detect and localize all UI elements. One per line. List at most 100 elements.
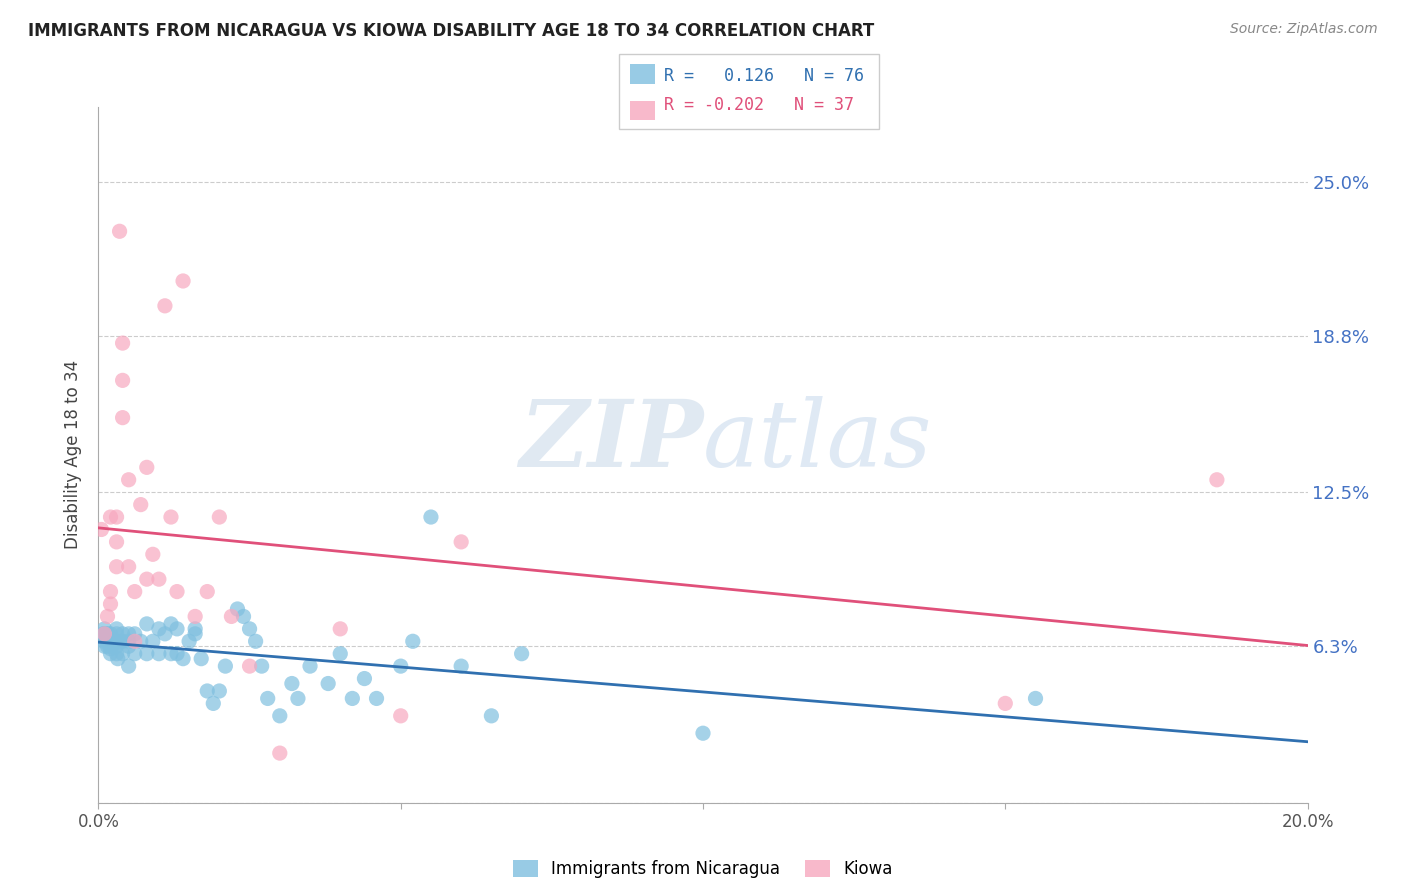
Point: [135, 647, 157, 661]
Point: [329, 622, 352, 636]
Text: atlas: atlas: [703, 396, 932, 486]
Point: [111, 647, 134, 661]
Point: [94, 627, 117, 641]
Point: [208, 684, 231, 698]
Point: [105, 627, 128, 641]
Point: [124, 627, 146, 641]
Point: [195, 684, 218, 698]
Point: [287, 691, 309, 706]
Point: [160, 647, 183, 661]
Point: [105, 634, 128, 648]
Point: [166, 622, 188, 636]
Point: [100, 632, 122, 646]
Point: [100, 637, 122, 651]
Point: [692, 726, 714, 740]
Text: IMMIGRANTS FROM NICARAGUA VS KIOWA DISABILITY AGE 18 TO 34 CORRELATION CHART: IMMIGRANTS FROM NICARAGUA VS KIOWA DISAB…: [28, 22, 875, 40]
Point: [342, 691, 364, 706]
Point: [994, 697, 1017, 711]
Point: [221, 609, 243, 624]
Text: ZIP: ZIP: [519, 396, 703, 486]
Point: [214, 659, 236, 673]
Point: [105, 622, 128, 636]
Text: R = -0.202   N = 37: R = -0.202 N = 37: [664, 96, 853, 114]
Point: [481, 708, 503, 723]
Point: [450, 659, 472, 673]
Point: [111, 336, 134, 351]
Point: [142, 547, 165, 561]
Point: [103, 634, 125, 648]
Point: [1024, 691, 1046, 706]
Point: [269, 708, 291, 723]
Y-axis label: Disability Age 18 to 34: Disability Age 18 to 34: [65, 360, 83, 549]
Point: [226, 602, 249, 616]
Point: [316, 676, 339, 690]
Point: [450, 535, 472, 549]
Point: [118, 639, 141, 653]
Point: [100, 584, 122, 599]
Point: [129, 498, 152, 512]
Point: [148, 622, 170, 636]
Point: [329, 647, 352, 661]
Point: [281, 676, 304, 690]
Point: [111, 634, 134, 648]
Point: [510, 647, 533, 661]
Point: [148, 572, 170, 586]
Point: [96, 609, 118, 624]
Point: [1206, 473, 1229, 487]
Point: [389, 659, 412, 673]
Point: [184, 622, 207, 636]
Point: [111, 410, 134, 425]
Point: [190, 651, 212, 665]
Point: [93, 627, 115, 641]
Point: [118, 659, 141, 673]
Point: [135, 572, 157, 586]
Legend: Immigrants from Nicaragua, Kiowa: Immigrants from Nicaragua, Kiowa: [506, 854, 900, 885]
Point: [269, 746, 291, 760]
Point: [118, 627, 141, 641]
Point: [90, 523, 112, 537]
Point: [105, 559, 128, 574]
Point: [100, 627, 122, 641]
Point: [91, 627, 114, 641]
Point: [160, 616, 183, 631]
Point: [179, 634, 201, 648]
Point: [105, 535, 128, 549]
Point: [93, 634, 115, 648]
Point: [239, 622, 262, 636]
Point: [97, 627, 120, 641]
Point: [124, 584, 146, 599]
Point: [98, 634, 121, 648]
Point: [366, 691, 388, 706]
Point: [172, 274, 194, 288]
Point: [108, 224, 131, 238]
Point: [420, 510, 443, 524]
Point: [100, 597, 122, 611]
Point: [105, 639, 128, 653]
Point: [148, 647, 170, 661]
Point: [93, 622, 115, 636]
Point: [111, 627, 134, 641]
Point: [353, 672, 375, 686]
Point: [389, 708, 412, 723]
Point: [124, 634, 146, 648]
Point: [118, 473, 141, 487]
Point: [105, 510, 128, 524]
Point: [299, 659, 322, 673]
Point: [256, 691, 278, 706]
Point: [142, 634, 165, 648]
Point: [208, 510, 231, 524]
Point: [195, 584, 218, 599]
Point: [96, 639, 118, 653]
Point: [153, 627, 176, 641]
Point: [245, 634, 267, 648]
Point: [153, 299, 176, 313]
Point: [118, 634, 141, 648]
Point: [232, 609, 254, 624]
Point: [100, 641, 122, 656]
Point: [239, 659, 262, 673]
Point: [402, 634, 425, 648]
Point: [124, 647, 146, 661]
Point: [100, 510, 122, 524]
Point: [96, 634, 118, 648]
Point: [105, 647, 128, 661]
